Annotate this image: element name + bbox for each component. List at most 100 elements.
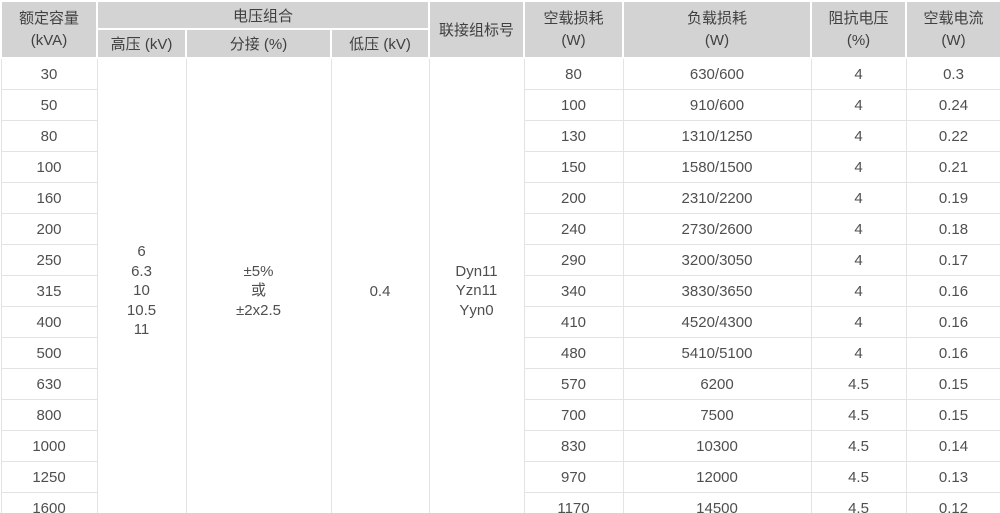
cell-impedance: 4 <box>810 275 907 307</box>
table-row: 1250 970 12000 4.5 0.13 <box>0 461 1000 493</box>
cell-load-loss: 10300 <box>622 430 812 462</box>
cell-no-load-current: 0.14 <box>905 430 1000 462</box>
cell-no-load-current: 0.12 <box>905 492 1000 513</box>
cell-capacity: 315 <box>0 275 98 307</box>
cell-high-voltage-merged: 6 6.3 10 10.5 11 <box>96 57 187 513</box>
table-row: 100 150 1580/1500 4 0.21 <box>0 151 1000 183</box>
cell-impedance: 4.5 <box>810 399 907 431</box>
cell-impedance: 4.5 <box>810 461 907 493</box>
cell-impedance: 4 <box>810 244 907 276</box>
cell-no-load-loss: 970 <box>523 461 624 493</box>
cell-capacity: 200 <box>0 213 98 245</box>
cell-impedance: 4 <box>810 120 907 152</box>
cell-no-load-loss: 150 <box>523 151 624 183</box>
cell-load-loss: 1310/1250 <box>622 120 812 152</box>
table-row: 800 700 7500 4.5 0.15 <box>0 399 1000 431</box>
cell-impedance: 4.5 <box>810 430 907 462</box>
cell-no-load-current: 0.16 <box>905 306 1000 338</box>
cell-load-loss: 3200/3050 <box>622 244 812 276</box>
cell-impedance: 4 <box>810 213 907 245</box>
cell-low-voltage-merged: 0.4 <box>330 57 430 513</box>
cell-load-loss: 14500 <box>622 492 812 513</box>
cell-no-load-loss: 480 <box>523 337 624 369</box>
cell-no-load-loss: 100 <box>523 89 624 121</box>
cell-capacity: 80 <box>0 120 98 152</box>
col-header-no-load-current: 空载电流 (W) <box>905 0 1000 59</box>
cell-impedance: 4 <box>810 182 907 214</box>
cell-no-load-current: 0.24 <box>905 89 1000 121</box>
cell-impedance: 4.5 <box>810 368 907 400</box>
cell-capacity: 160 <box>0 182 98 214</box>
cell-no-load-current: 0.16 <box>905 275 1000 307</box>
col-header-rated-capacity: 额定容量 (kVA) <box>0 0 98 59</box>
cell-connection-merged: Dyn11 Yzn11 Yyn0 <box>428 57 525 513</box>
cell-no-load-current: 0.18 <box>905 213 1000 245</box>
table-body: 30 6 6.3 10 10.5 11 ±5% 或 ±2x2.5 0.4 Dyn… <box>0 57 1000 513</box>
cell-no-load-current: 0.15 <box>905 368 1000 400</box>
table-row: 160 200 2310/2200 4 0.19 <box>0 182 1000 214</box>
cell-no-load-loss: 830 <box>523 430 624 462</box>
cell-capacity: 800 <box>0 399 98 431</box>
table-row: 630 570 6200 4.5 0.15 <box>0 368 1000 400</box>
cell-no-load-current: 0.15 <box>905 399 1000 431</box>
cell-load-loss: 12000 <box>622 461 812 493</box>
table-header: 额定容量 (kVA) 电压组合 联接组标号 空载损耗 (W) 负载损耗 (W) … <box>0 0 1000 59</box>
cell-impedance: 4 <box>810 57 907 90</box>
cell-no-load-loss: 410 <box>523 306 624 338</box>
table-row: 1000 830 10300 4.5 0.14 <box>0 430 1000 462</box>
cell-load-loss: 2310/2200 <box>622 182 812 214</box>
table-row: 1600 1170 14500 4.5 0.12 <box>0 492 1000 513</box>
cell-no-load-current: 0.16 <box>905 337 1000 369</box>
table-row: 200 240 2730/2600 4 0.18 <box>0 213 1000 245</box>
cell-no-load-loss: 1170 <box>523 492 624 513</box>
col-header-impedance-voltage: 阻抗电压 (%) <box>810 0 907 59</box>
cell-impedance: 4 <box>810 151 907 183</box>
cell-no-load-loss: 340 <box>523 275 624 307</box>
cell-impedance: 4 <box>810 337 907 369</box>
cell-no-load-loss: 290 <box>523 244 624 276</box>
col-header-load-loss: 负载损耗 (W) <box>622 0 812 59</box>
cell-no-load-current: 0.3 <box>905 57 1000 90</box>
col-header-high-voltage: 高压 (kV) <box>96 28 187 59</box>
cell-impedance: 4 <box>810 89 907 121</box>
table-row: 400 410 4520/4300 4 0.16 <box>0 306 1000 338</box>
cell-tapping-merged: ±5% 或 ±2x2.5 <box>185 57 332 513</box>
cell-load-loss: 1580/1500 <box>622 151 812 183</box>
cell-no-load-loss: 80 <box>523 57 624 90</box>
table-row: 80 130 1310/1250 4 0.22 <box>0 120 1000 152</box>
cell-no-load-current: 0.17 <box>905 244 1000 276</box>
table-row: 30 6 6.3 10 10.5 11 ±5% 或 ±2x2.5 0.4 Dyn… <box>0 57 1000 513</box>
cell-capacity: 50 <box>0 89 98 121</box>
cell-load-loss: 910/600 <box>622 89 812 121</box>
cell-load-loss: 5410/5100 <box>622 337 812 369</box>
table-row: 50 100 910/600 4 0.24 <box>0 89 1000 121</box>
cell-no-load-loss: 200 <box>523 182 624 214</box>
col-header-tapping: 分接 (%) <box>185 28 332 59</box>
cell-capacity: 1250 <box>0 461 98 493</box>
cell-load-loss: 6200 <box>622 368 812 400</box>
col-header-connection-group: 联接组标号 <box>428 0 525 59</box>
cell-no-load-loss: 240 <box>523 213 624 245</box>
cell-load-loss: 3830/3650 <box>622 275 812 307</box>
cell-capacity: 100 <box>0 151 98 183</box>
cell-load-loss: 2730/2600 <box>622 213 812 245</box>
cell-load-loss: 630/600 <box>622 57 812 90</box>
cell-no-load-current: 0.13 <box>905 461 1000 493</box>
cell-capacity: 250 <box>0 244 98 276</box>
cell-capacity: 500 <box>0 337 98 369</box>
cell-impedance: 4 <box>810 306 907 338</box>
cell-no-load-current: 0.19 <box>905 182 1000 214</box>
cell-load-loss: 7500 <box>622 399 812 431</box>
cell-capacity: 30 <box>0 57 98 90</box>
table-row: 500 480 5410/5100 4 0.16 <box>0 337 1000 369</box>
col-header-no-load-loss: 空载损耗 (W) <box>523 0 624 59</box>
col-header-voltage-combination: 电压组合 <box>96 0 430 30</box>
cell-load-loss: 4520/4300 <box>622 306 812 338</box>
cell-no-load-current: 0.21 <box>905 151 1000 183</box>
cell-no-load-loss: 570 <box>523 368 624 400</box>
cell-capacity: 1600 <box>0 492 98 513</box>
cell-capacity: 400 <box>0 306 98 338</box>
cell-no-load-loss: 700 <box>523 399 624 431</box>
cell-capacity: 1000 <box>0 430 98 462</box>
